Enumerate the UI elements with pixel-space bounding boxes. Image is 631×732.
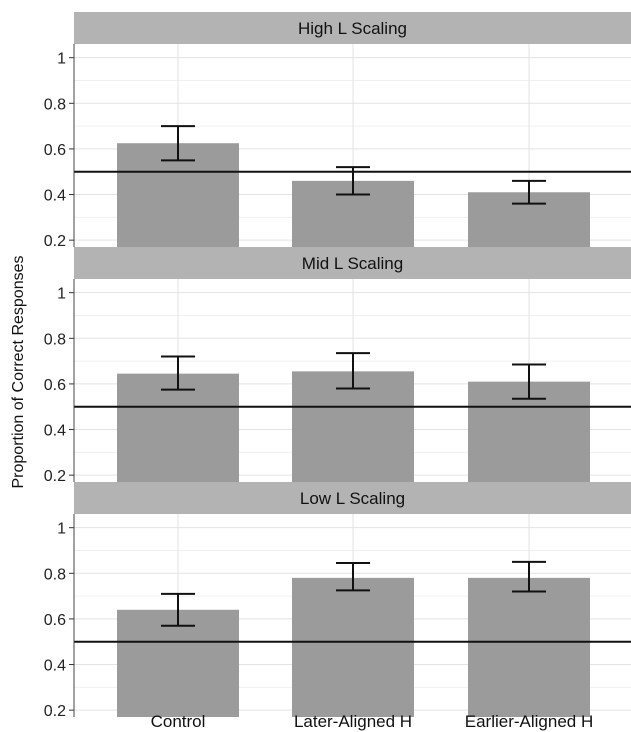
y-tick-label: 0.8 [44, 566, 66, 583]
error-bar [161, 592, 195, 627]
facet-strip [74, 247, 631, 279]
y-tick-label: 0.6 [44, 612, 66, 629]
facet-strip-title: High L Scaling [298, 19, 407, 38]
error-bar [336, 166, 370, 196]
x-tick-label: Control [151, 712, 206, 731]
y-tick-label: 0.6 [44, 377, 66, 394]
y-tick-label: 0.4 [44, 658, 66, 675]
facet-strip-title: Low L Scaling [300, 489, 405, 508]
y-axis-title: Proportion of Correct Responses [10, 256, 27, 489]
error-bar [512, 179, 546, 205]
x-tick-label: Earlier-Aligned H [465, 712, 594, 731]
facet-panel: High L Scaling 0.2 0.4 0.6 0.8 1 [44, 12, 631, 250]
y-tick-label: 0.4 [44, 423, 66, 440]
bar [468, 577, 590, 717]
bar [117, 373, 239, 482]
y-tick-label: 0.4 [44, 188, 66, 205]
y-tick-label: 0.6 [44, 142, 66, 159]
facet-panel: Low L Scaling 0.2 0.4 0.6 0.8 1 [44, 482, 631, 720]
x-tick-label: Later-Aligned H [294, 712, 412, 731]
y-tick-label: 1 [57, 521, 66, 538]
y-tick-label: 0.2 [44, 233, 66, 250]
error-bar [512, 363, 546, 400]
error-bar [512, 560, 546, 593]
y-tick-label: 1 [57, 286, 66, 303]
facet-strip [74, 482, 631, 514]
bar [292, 577, 414, 717]
facet-strip-title: Mid L Scaling [302, 254, 403, 273]
y-tick-label: 0.2 [44, 703, 66, 720]
facet-strip [74, 12, 631, 44]
y-tick-label: 0.2 [44, 468, 66, 485]
bar [117, 609, 239, 717]
y-tick-label: 1 [57, 51, 66, 68]
error-bar [336, 352, 370, 390]
bar [292, 371, 414, 482]
error-bar [336, 562, 370, 592]
y-tick-label: 0.8 [44, 331, 66, 348]
error-bar [161, 355, 195, 391]
y-tick-label: 0.8 [44, 96, 66, 113]
error-bar [161, 125, 195, 162]
facet-panel: Mid L Scaling 0.2 0.4 0.6 0.8 1 [44, 247, 631, 485]
